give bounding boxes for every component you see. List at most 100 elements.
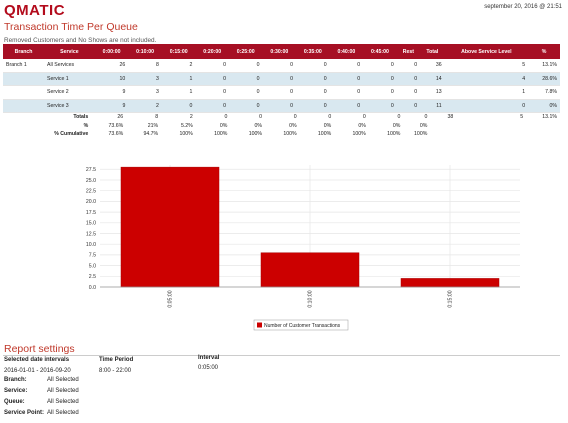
y-tick-label: 20.0 — [86, 199, 96, 205]
column-header: Above Service Level — [444, 44, 529, 59]
totals-spacer — [3, 130, 40, 139]
x-tick-label: 0:05:00 — [167, 290, 173, 307]
totals-cell: 5 — [520, 114, 524, 121]
table-header-row: Branch Service 0:00:00 0:10:00 0:15:00 0:20:0… — [3, 44, 560, 59]
y-tick-label: 12.5 — [86, 231, 96, 237]
totals-cell — [456, 130, 526, 139]
totals-cell: 0 — [397, 114, 401, 121]
totals-cell: 0 — [424, 114, 428, 121]
interval-label: Interval — [198, 355, 220, 361]
y-tick-label: 17.5 — [86, 210, 96, 216]
table-cell: 0 — [195, 85, 229, 100]
table-cell: 1 — [161, 85, 196, 100]
y-tick-label: 0.0 — [89, 285, 96, 291]
y-tick-label: 2.5 — [89, 274, 96, 280]
totals-cell — [456, 122, 526, 131]
totals-cell: 0 — [259, 114, 262, 121]
table-cell: 0 — [228, 72, 263, 86]
data-bar — [260, 252, 360, 288]
time-period-label: Time Period — [99, 357, 134, 363]
totals-cell — [430, 130, 456, 139]
table-cell: 0 — [262, 99, 297, 113]
legend-swatch — [257, 322, 262, 328]
y-tick-label: 22.5 — [86, 188, 96, 194]
totals-cell: 21% — [147, 122, 159, 129]
totals-cell: 73.6% — [108, 131, 124, 138]
totals-cell: 0% — [419, 122, 428, 129]
totals-cell: 100% — [317, 131, 332, 138]
table-cell — [3, 99, 45, 113]
totals-cell: 100% — [352, 131, 366, 138]
totals-cell: 0% — [219, 122, 228, 129]
top-bar: QMATIC september 20, 2016 @ 21:51 — [0, 0, 568, 19]
totals-cell: 100% — [248, 131, 262, 138]
totals-cell: 0% — [289, 122, 297, 129]
totals-table: Totals 26 8 2 0 0 0 0 0 0 0 38 5 13.1%% 73.6% 21% 5.2% 0%… — [3, 113, 560, 139]
totals-spacer — [3, 113, 40, 122]
y-tick-label: 10.0 — [86, 242, 96, 248]
table-cell: 0 — [262, 72, 297, 86]
settings-title: Report settings — [4, 343, 75, 355]
totals-cell — [526, 130, 560, 139]
table-cell: 1 — [444, 85, 529, 100]
legend-label: Number of Customer Transactions — [264, 323, 341, 329]
table-cell: 0 — [296, 59, 330, 73]
totals-row: Totals 26 8 2 0 0 0 0 0 0 0 38 5 13.1% — [3, 113, 560, 122]
y-tick-label: 27.5 — [86, 167, 96, 173]
table-cell: 0 — [329, 99, 364, 113]
column-header: 0:25:00 — [228, 44, 263, 59]
totals-cell: 0% — [254, 122, 262, 129]
y-tick-label: 15.0 — [86, 221, 96, 227]
totals-cell: 8 — [155, 114, 159, 121]
setting-value: All Selected — [47, 399, 79, 405]
setting-value: All Selected — [47, 377, 79, 383]
table-cell: 0 — [228, 99, 263, 113]
table-cell: 0 — [396, 99, 421, 113]
column-header: 0:10:00 — [128, 44, 162, 59]
qmatic-logo: QMATIC — [4, 2, 66, 19]
transaction-table: Branch Service 0:00:00 0:10:00 0:15:00 0:20:0… — [3, 44, 560, 113]
setting-label: Service Point: — [4, 410, 45, 416]
totals-cell: 0 — [224, 114, 228, 121]
totals-cell: 38 — [447, 114, 454, 121]
date-interval-value: 2016-01-01 - 2016-09-20 — [4, 368, 71, 374]
table-cell: Service 3 — [44, 99, 95, 113]
table-cell: 0 — [296, 72, 330, 86]
totals-label: % — [83, 122, 89, 129]
table-row: Branch 1 All Services 26 8 2 0 0 0 0 0 0 0 36 5 13.1% — [3, 59, 560, 73]
setting-label: Queue: — [4, 399, 25, 405]
totals-row: % 73.6% 21% 5.2% 0% 0% 0% 0% 0% 0% 0% — [3, 122, 560, 131]
table-cell: 0 — [195, 72, 229, 86]
totals-cell — [430, 122, 456, 131]
table-cell: 0 — [161, 99, 196, 113]
totals-spacer — [3, 122, 40, 131]
table-cell: 9 — [94, 85, 129, 100]
y-tick-label: 5.0 — [89, 263, 96, 269]
setting-label: Service: — [4, 388, 28, 394]
table-cell: 0 — [363, 99, 397, 113]
table-cell: 4 — [444, 72, 529, 86]
table-cell: 0 — [396, 85, 421, 100]
table-cell: Service 2 — [44, 85, 95, 100]
table-cell: 0 — [262, 59, 297, 73]
table-cell: 26 — [94, 59, 129, 73]
table-cell: 0 — [363, 72, 397, 86]
totals-cell: 100% — [214, 131, 228, 138]
table-cell: 0 — [396, 72, 421, 86]
totals-cell: 0 — [362, 114, 366, 121]
totals-label: % Cumulative — [54, 131, 89, 138]
table-cell: 10 — [94, 72, 129, 86]
totals-cell: 100% — [179, 131, 193, 138]
report-title: Transaction Time Per Queue — [4, 21, 138, 33]
column-header: 0:35:00 — [296, 44, 330, 59]
column-header: Service — [44, 44, 95, 59]
table-row: Service 3 9 2 0 0 0 0 0 0 0 0 11 0 0% — [3, 99, 560, 113]
totals-cell: 0% — [323, 122, 332, 129]
table-cell: 0 — [296, 85, 330, 100]
table-cell: 0 — [329, 59, 364, 73]
table-cell: 0 — [296, 99, 330, 113]
column-header: Branch — [3, 44, 45, 59]
report-datetime: september 20, 2016 @ 21:51 — [484, 4, 562, 10]
table-cell: 0 — [363, 59, 397, 73]
table-cell: 7.8% — [528, 85, 560, 100]
